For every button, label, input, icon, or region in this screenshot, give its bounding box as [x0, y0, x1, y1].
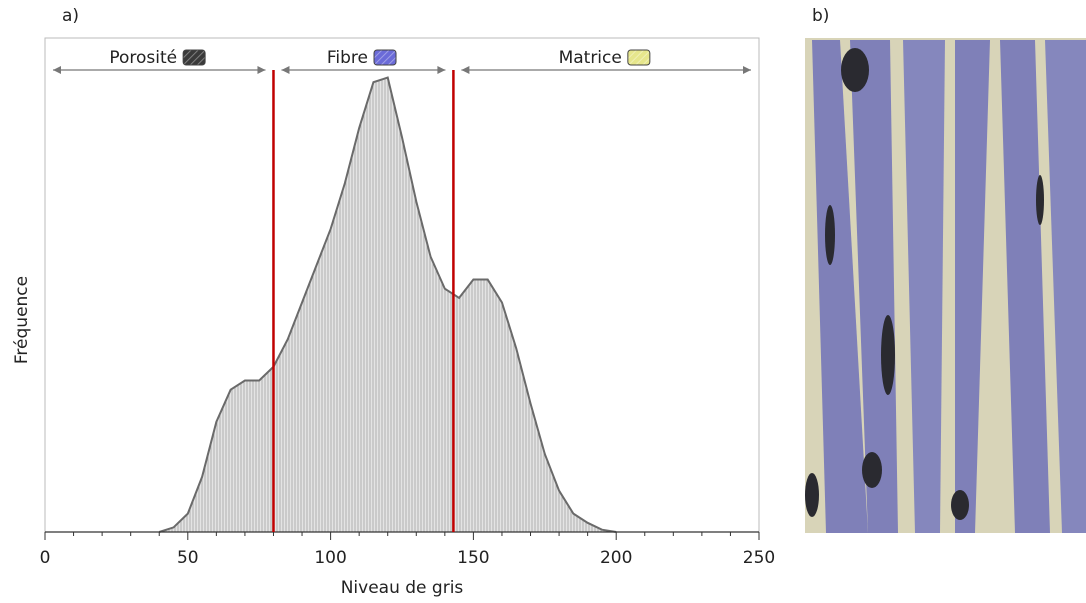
pore	[805, 473, 819, 517]
region-label: Porosité	[109, 48, 177, 68]
pore	[825, 205, 835, 265]
x-tick-label: 0	[40, 548, 51, 568]
region-label: Fibre	[327, 48, 368, 68]
fibre-bundle	[1045, 40, 1086, 533]
fibre-bundle	[1000, 40, 1050, 533]
fibre-bundle	[812, 40, 868, 533]
micrograph	[805, 38, 1086, 533]
fibre-bundle	[903, 40, 945, 533]
x-axis-label: Niveau de gris	[341, 578, 464, 598]
panel-label: b)	[812, 6, 829, 26]
panel-label: a)	[62, 6, 79, 26]
fibre-bundle	[955, 40, 990, 533]
arrow-head	[461, 66, 470, 74]
pore	[841, 48, 869, 92]
x-tick-label: 150	[457, 548, 489, 568]
region-label: Matrice	[559, 48, 622, 68]
region-swatch	[182, 49, 206, 66]
pore	[862, 452, 882, 488]
area-line	[158, 76, 617, 533]
x-tick-label: 50	[177, 548, 199, 568]
y-axis-label: Fréquence	[12, 276, 32, 364]
region-swatch	[373, 49, 397, 66]
region-swatch	[627, 49, 651, 66]
arrow-head	[257, 66, 266, 74]
arrow-head	[743, 66, 751, 74]
fibre-bundle	[850, 40, 898, 533]
arrow-head	[437, 66, 446, 74]
arrow-head	[53, 66, 61, 74]
arrow-head	[281, 66, 290, 74]
x-tick-label: 250	[743, 548, 775, 568]
pore	[1036, 175, 1044, 225]
x-tick-label: 100	[314, 548, 346, 568]
x-tick-label: 200	[600, 548, 632, 568]
pore	[881, 315, 895, 395]
pore	[951, 490, 969, 520]
